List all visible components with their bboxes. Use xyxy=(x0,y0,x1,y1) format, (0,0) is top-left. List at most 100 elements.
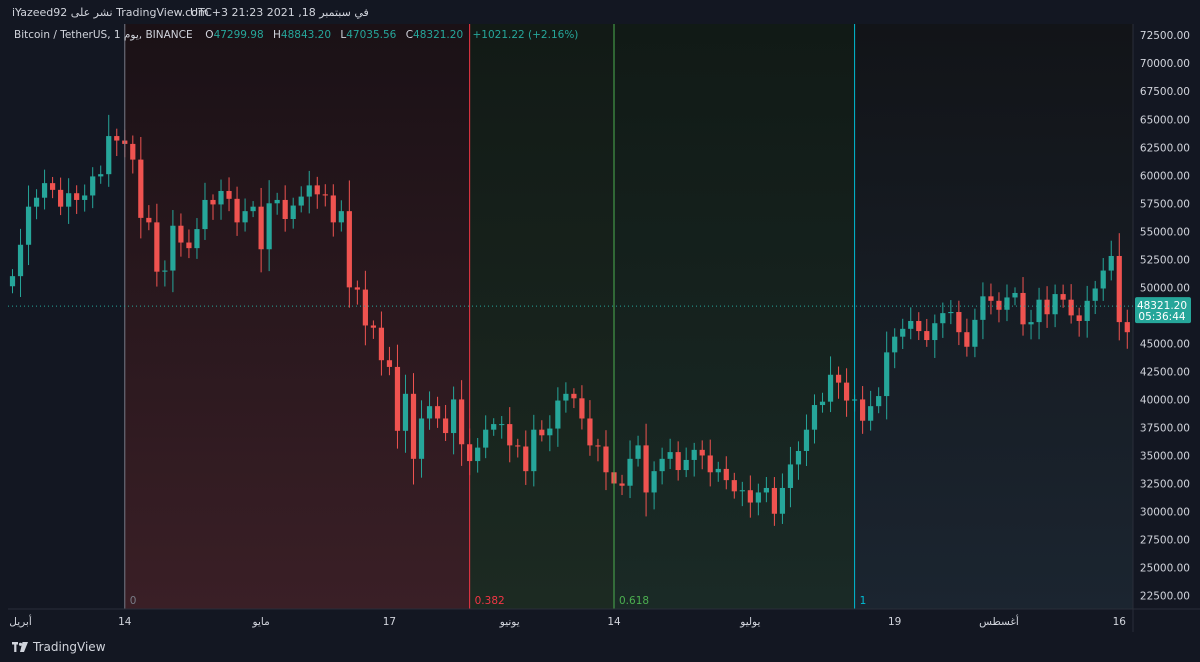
candle xyxy=(827,356,834,413)
price-tick-label: 22500.00 xyxy=(1140,591,1190,603)
close-label: C xyxy=(405,29,414,41)
tradingview-brand: TradingView xyxy=(12,640,106,654)
price-tick-label: 30000.00 xyxy=(1140,507,1190,519)
candle xyxy=(258,187,264,273)
fib-zone-0 xyxy=(124,24,470,609)
price-axis[interactable] xyxy=(1133,24,1200,632)
candle xyxy=(739,481,745,507)
candle xyxy=(162,260,168,287)
change-value: +1021.22 (+2.16%) xyxy=(472,29,579,41)
candle xyxy=(787,446,794,508)
candle xyxy=(178,213,184,257)
candle xyxy=(394,344,401,449)
date-tick-label: يوليو xyxy=(739,616,760,628)
candle xyxy=(370,320,376,339)
candle xyxy=(699,440,705,470)
candle xyxy=(475,437,481,473)
candle xyxy=(803,414,810,466)
date-tick-label: 14 xyxy=(118,616,132,628)
candle xyxy=(282,185,288,232)
time-axis[interactable] xyxy=(8,609,1133,632)
candle xyxy=(916,312,922,341)
low-label: L xyxy=(340,29,347,41)
candle xyxy=(226,177,232,212)
candle xyxy=(274,192,280,215)
candle xyxy=(1108,240,1114,281)
candle xyxy=(146,205,152,231)
candle xyxy=(33,189,40,220)
candle xyxy=(691,442,697,477)
candle xyxy=(234,186,240,236)
candle xyxy=(988,283,994,315)
candle xyxy=(378,311,385,376)
candle xyxy=(932,314,938,358)
candle xyxy=(154,203,160,287)
price-tick-label: 62500.00 xyxy=(1140,142,1190,154)
candle xyxy=(290,197,296,229)
high-value: 48843.20 xyxy=(280,29,332,41)
candle xyxy=(860,386,866,434)
candle xyxy=(659,447,665,485)
candle xyxy=(627,440,633,499)
candle xyxy=(66,178,72,224)
candle xyxy=(667,438,673,470)
candle xyxy=(9,269,16,294)
candle xyxy=(442,404,449,442)
candle xyxy=(330,184,336,237)
high-label: H xyxy=(273,29,281,41)
candle xyxy=(972,308,978,358)
candle xyxy=(186,229,192,259)
candle xyxy=(876,387,882,414)
candle xyxy=(98,165,104,184)
candle xyxy=(940,302,946,338)
candle xyxy=(138,136,144,239)
candle xyxy=(771,477,777,526)
candle xyxy=(635,435,641,467)
date-tick-label: 16 xyxy=(1113,616,1127,628)
candle xyxy=(948,300,954,325)
candle xyxy=(531,414,537,487)
price-tick-label: 27500.00 xyxy=(1140,535,1190,547)
candle xyxy=(956,300,962,346)
top-info-bar: iYazeed92 نشر على TradingView.com UTC+3 … xyxy=(0,0,1200,24)
candle xyxy=(811,394,818,444)
candle xyxy=(306,170,312,214)
candle xyxy=(515,438,521,458)
fib-zone-1 xyxy=(469,24,614,609)
candle xyxy=(218,179,224,220)
candle xyxy=(980,282,986,340)
candle xyxy=(571,388,577,409)
chart-legend: Bitcoin / TetherUS, 1 يوم, BINANCE O4729… xyxy=(14,29,584,41)
candle xyxy=(964,318,970,357)
candle xyxy=(1092,280,1098,315)
price-tick-label: 37500.00 xyxy=(1140,422,1190,434)
close-value: 48321.20 xyxy=(413,29,464,41)
candle xyxy=(763,476,769,503)
candle xyxy=(835,366,842,399)
candle xyxy=(346,180,352,308)
candle xyxy=(795,441,802,480)
candle xyxy=(1052,284,1058,328)
candle xyxy=(17,228,24,297)
date-tick-label: 19 xyxy=(888,616,901,628)
open-label: O xyxy=(205,29,214,41)
candle xyxy=(50,176,56,199)
candle xyxy=(354,280,360,305)
candle xyxy=(266,180,272,272)
candle xyxy=(723,456,729,490)
candle xyxy=(451,386,457,455)
candle xyxy=(202,182,208,240)
candle xyxy=(523,430,529,485)
candle xyxy=(82,184,88,212)
candle xyxy=(868,390,874,431)
candle xyxy=(563,382,569,413)
candle xyxy=(643,423,649,517)
footer-bar: TradingView xyxy=(0,632,1200,662)
candle xyxy=(507,407,513,463)
price-tick-label: 70000.00 xyxy=(1140,58,1190,70)
candle xyxy=(491,418,497,436)
candle xyxy=(651,461,657,510)
candle xyxy=(603,430,609,491)
candle xyxy=(555,387,561,447)
